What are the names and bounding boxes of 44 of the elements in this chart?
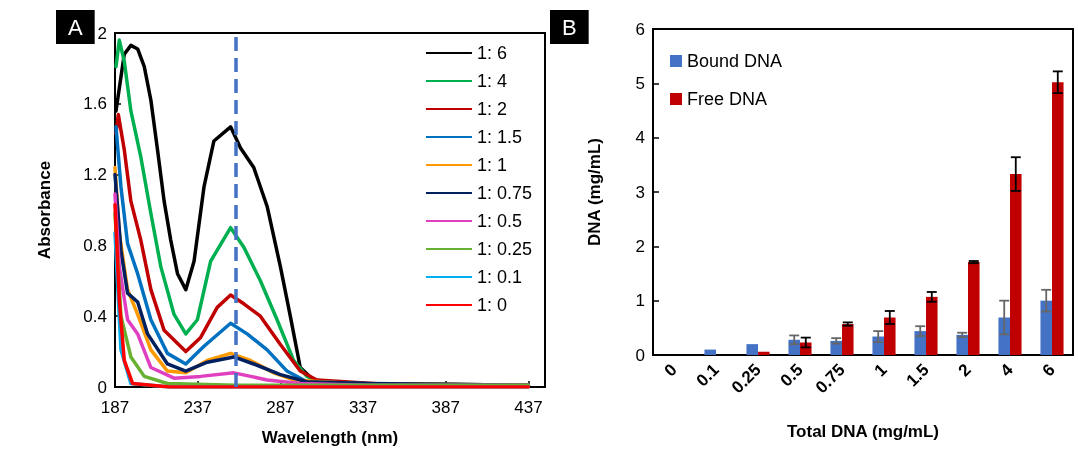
- x-axis-title: Total DNA (mg/mL): [786, 422, 940, 441]
- x-tick-label: 387: [431, 398, 460, 417]
- y-tick-label: 0: [635, 345, 645, 365]
- y-tick-label: 3: [635, 182, 645, 202]
- legend-label: 1: 6: [476, 43, 507, 63]
- x-tick-label: 0.1: [692, 360, 723, 391]
- legend-label: 1: 0.75: [476, 183, 532, 203]
- x-tick-label: 1: [870, 360, 891, 381]
- x-tick-label: 337: [348, 398, 378, 417]
- y-tick-label: 2: [635, 236, 645, 256]
- x-tick-label: 287: [266, 398, 295, 417]
- x-tick-label: 0.5: [776, 360, 807, 391]
- x-axis-title: Wavelength (nm): [261, 428, 399, 447]
- legend-label: Bound DNA: [687, 51, 783, 71]
- legend-label: 1: 0.1: [476, 267, 522, 287]
- legend-label: 1: 1.5: [476, 127, 522, 147]
- x-tick-label: 0: [660, 360, 681, 381]
- x-tick-label: 4: [996, 359, 1018, 381]
- x-tick-label: 2: [954, 360, 975, 381]
- y-axis-title: DNA (mg/mL): [585, 138, 604, 246]
- legend-label: 1: 1: [476, 155, 507, 175]
- x-tick-label: 6: [1038, 360, 1059, 381]
- y-tick-label: 4: [635, 128, 645, 148]
- legend-label: 1: 0: [476, 295, 507, 315]
- x-tick-label: 1.5: [902, 360, 933, 391]
- y-tick-label: 0.4: [83, 306, 107, 326]
- x-tick-label: 187: [100, 398, 130, 417]
- x-tick-label: 437: [514, 398, 543, 417]
- legend-label: 1: 0.5: [476, 211, 522, 231]
- y-tick-label: 5: [635, 73, 645, 93]
- legend-label: Free DNA: [687, 89, 768, 109]
- y-tick-label: 6: [635, 19, 645, 39]
- y-tick-label: 1.2: [83, 165, 107, 185]
- legend-label: 1: 4: [476, 71, 507, 91]
- y-tick-label: 1.6: [83, 94, 107, 114]
- text: B: [562, 14, 577, 40]
- y-tick-label: 0.8: [83, 235, 107, 255]
- y-tick-label: 1: [635, 291, 645, 311]
- y-axis-title: Absorbance: [35, 160, 54, 260]
- x-tick-label: 237: [183, 398, 212, 417]
- legend-label: 1: 0.25: [476, 239, 532, 259]
- y-tick-label: 2: [97, 23, 107, 43]
- text: A: [68, 14, 83, 40]
- legend-label: 1: 2: [476, 99, 507, 119]
